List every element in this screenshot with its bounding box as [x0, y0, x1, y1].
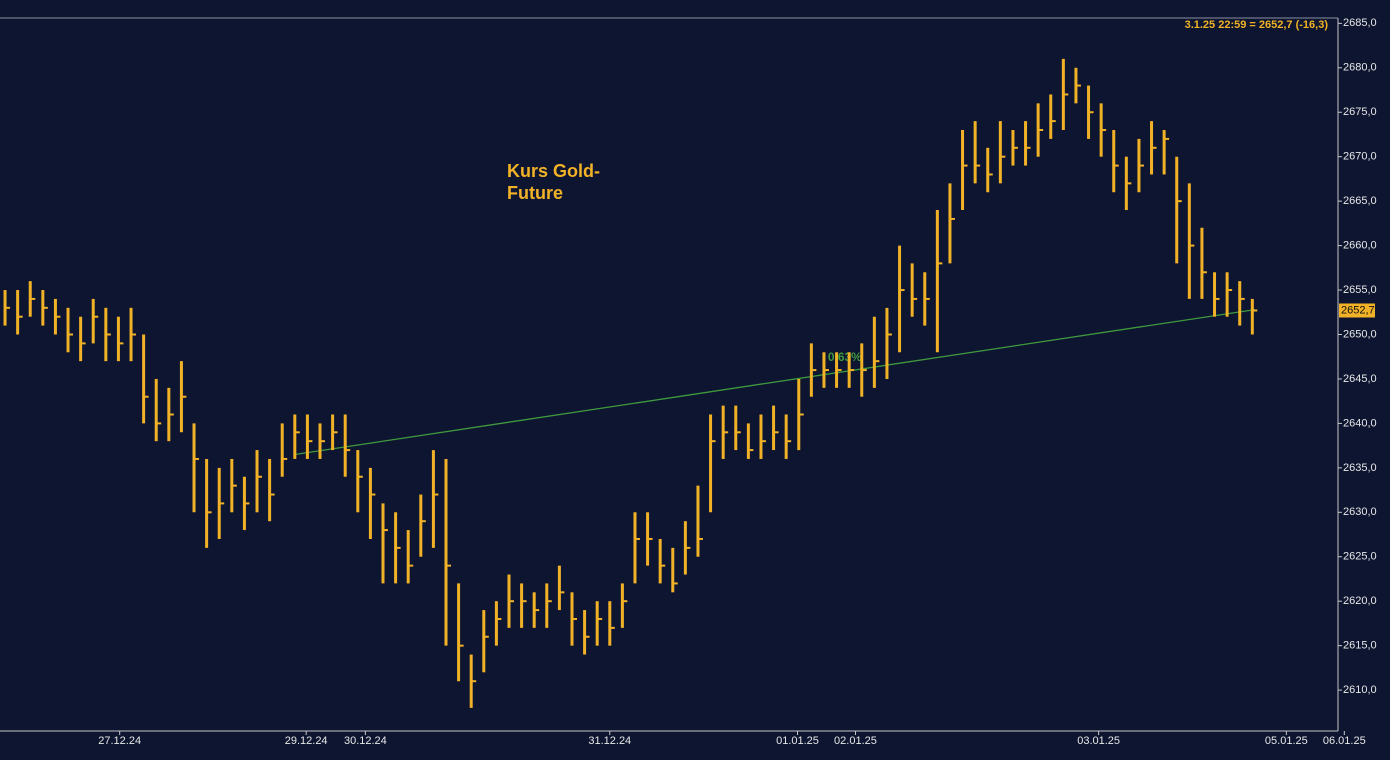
chart-title: Kurs Gold-Future [507, 161, 600, 203]
x-tick-label: 01.01.25 [776, 735, 819, 747]
x-tick-label: 06.01.25 [1323, 735, 1366, 747]
y-tick-label: 2680,0 [1343, 62, 1377, 74]
x-tick-label: 27.12.24 [98, 735, 141, 747]
y-tick-label: 2675,0 [1343, 106, 1377, 118]
x-tick-label: 29.12.24 [285, 735, 328, 747]
x-tick-label: 02.01.25 [834, 735, 877, 747]
y-tick-label: 2615,0 [1343, 640, 1377, 652]
y-tick-label: 2655,0 [1343, 284, 1377, 296]
x-tick-label: 03.01.25 [1077, 735, 1120, 747]
y-tick-label: 2610,0 [1343, 684, 1377, 696]
price-annotation: 3.1.25 22:59 = 2652,7 (-16,3) [1185, 19, 1329, 31]
title-line: Future [507, 183, 563, 203]
y-tick-label: 2620,0 [1343, 595, 1377, 607]
x-tick-label: 05.01.25 [1265, 735, 1308, 747]
y-tick-label: 2670,0 [1343, 151, 1377, 163]
y-tick-label: 2650,0 [1343, 328, 1377, 340]
x-tick-label: 31.12.24 [588, 735, 631, 747]
last-price-box [1339, 303, 1375, 318]
last-price-label: 2652,7 [1341, 304, 1375, 316]
x-tick-label: 30.12.24 [344, 735, 387, 747]
trendline-label: 0,63% [828, 350, 862, 364]
y-tick-label: 2685,0 [1343, 17, 1377, 29]
trendline [294, 308, 1255, 456]
y-tick-label: 2660,0 [1343, 239, 1377, 251]
y-tick-label: 2630,0 [1343, 506, 1377, 518]
y-tick-label: 2635,0 [1343, 462, 1377, 474]
y-tick-label: 2645,0 [1343, 373, 1377, 385]
title-line: Kurs Gold- [507, 161, 600, 181]
y-tick-label: 2625,0 [1343, 551, 1377, 563]
y-tick-label: 2640,0 [1343, 417, 1377, 429]
y-tick-label: 2665,0 [1343, 195, 1377, 207]
